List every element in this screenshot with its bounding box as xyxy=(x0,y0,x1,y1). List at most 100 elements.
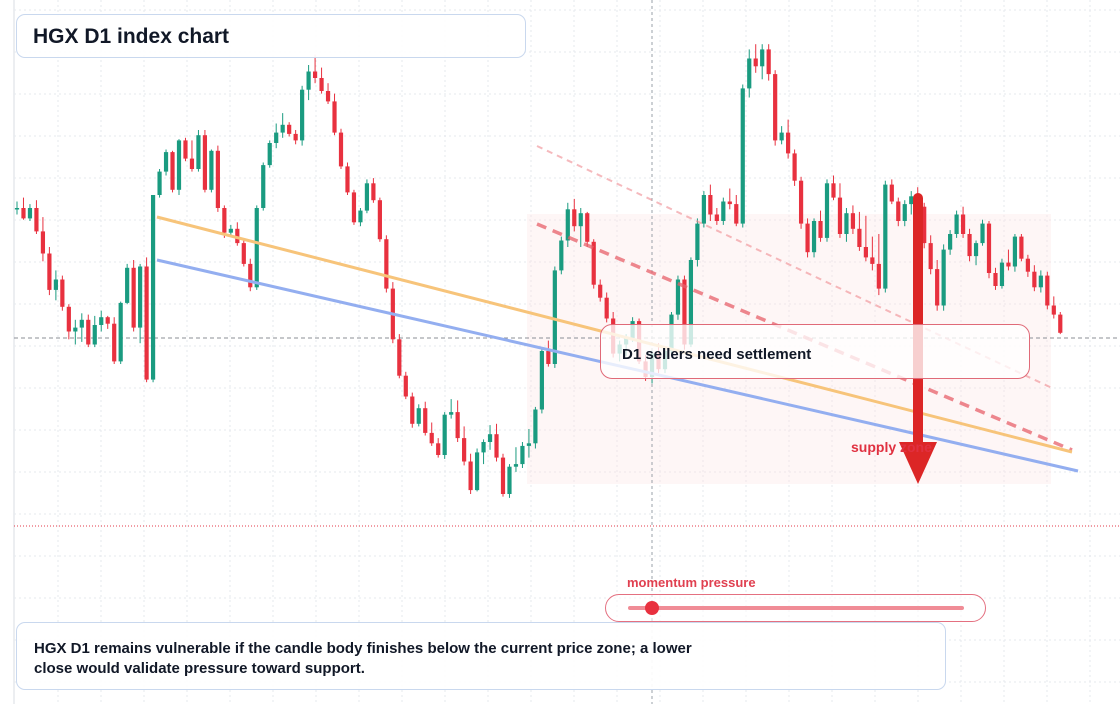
candle-bearish xyxy=(1032,271,1037,288)
candle-bullish xyxy=(526,443,532,446)
candle-bearish xyxy=(410,396,415,424)
candle-bearish xyxy=(714,214,719,221)
candle-bearish xyxy=(1025,258,1030,272)
candle-bearish xyxy=(708,195,713,215)
candle-bullish xyxy=(824,183,830,238)
candle-bullish xyxy=(261,165,266,208)
candle-bearish xyxy=(105,317,110,324)
candle-bearish xyxy=(429,432,434,444)
candle-bullish xyxy=(306,71,311,90)
candle-bearish xyxy=(183,140,188,159)
candle-bearish xyxy=(604,297,609,319)
candle-bearish xyxy=(993,273,998,286)
candle-bearish xyxy=(403,375,408,397)
candle-bearish xyxy=(319,78,324,91)
candle-bullish xyxy=(999,262,1005,286)
candle-bearish xyxy=(682,279,687,345)
candle-bullish xyxy=(507,466,512,494)
candle-bearish xyxy=(986,223,992,273)
candle-bullish xyxy=(675,279,681,315)
candle-bullish xyxy=(883,184,888,289)
candle-bullish xyxy=(760,49,765,67)
footer-text: HGX D1 remains vulnerable if the candle … xyxy=(34,640,692,677)
candle-bearish xyxy=(896,201,901,221)
candle-bullish xyxy=(416,408,421,424)
candle-bearish xyxy=(546,351,551,364)
candle-bearish xyxy=(727,201,732,205)
candle-bullish xyxy=(902,204,907,221)
candle-bearish xyxy=(215,150,220,208)
candle-bearish xyxy=(494,434,499,458)
candle-bullish xyxy=(125,267,130,303)
down-arrow-head-icon xyxy=(899,442,937,484)
candle-bullish xyxy=(578,213,583,227)
candle-bearish xyxy=(345,166,350,193)
candle-bearish xyxy=(60,279,65,307)
candle-bearish xyxy=(384,239,389,289)
candle-bullish xyxy=(99,317,104,325)
candle-bearish xyxy=(585,213,590,242)
candle-bearish xyxy=(397,339,402,376)
candle-bullish xyxy=(701,195,706,224)
candle-bullish xyxy=(364,183,370,211)
candle-bullish xyxy=(254,208,259,288)
candle-bullish xyxy=(228,228,233,233)
candle-bearish xyxy=(786,132,791,154)
candle-bearish xyxy=(773,74,778,141)
chart-title: HGX D1 index chart xyxy=(33,25,230,48)
candle-bullish xyxy=(539,351,544,410)
footer-card: HGX D1 remains vulnerable if the candle … xyxy=(16,622,946,690)
candle-bullish xyxy=(300,89,305,141)
candle-bearish xyxy=(189,158,195,169)
candle-bullish xyxy=(1038,275,1043,288)
candle-bearish xyxy=(967,234,972,257)
candle-bullish xyxy=(449,412,454,415)
supply-zone-label: supply zone xyxy=(851,439,932,455)
candle-bullish xyxy=(118,302,123,362)
candle-bearish xyxy=(870,257,875,264)
candle-bullish xyxy=(163,152,169,172)
candle-bullish xyxy=(740,88,745,224)
candle-bearish xyxy=(831,183,836,198)
candle-bearish xyxy=(857,228,862,247)
candle-bullish xyxy=(176,140,182,190)
candle-bullish xyxy=(487,434,493,442)
candle-bearish xyxy=(922,206,927,244)
candle-bullish xyxy=(565,209,570,241)
candle-bearish xyxy=(805,223,810,253)
candle-bearish xyxy=(889,184,894,202)
candle-bullish xyxy=(980,223,985,244)
candle-bullish xyxy=(138,266,143,328)
candle-bullish xyxy=(948,234,953,250)
candle-bearish xyxy=(935,269,940,306)
candle-bullish xyxy=(1012,236,1018,267)
title-card: HGX D1 index chart xyxy=(16,14,526,58)
candle-bearish xyxy=(1058,314,1063,333)
candle-bearish xyxy=(144,266,149,380)
candle-bearish xyxy=(40,231,46,254)
candle-bearish xyxy=(500,457,506,494)
candle-bullish xyxy=(209,150,214,190)
momentum-gauge[interactable] xyxy=(605,594,986,622)
candle-bearish xyxy=(960,214,966,234)
candle-bullish xyxy=(552,270,557,364)
candle-bearish xyxy=(66,306,71,332)
momentum-knob[interactable] xyxy=(644,601,659,615)
candle-bullish xyxy=(53,279,58,290)
candle-bullish xyxy=(909,196,914,205)
candle-bullish xyxy=(73,327,78,332)
candle-bearish xyxy=(1006,262,1011,267)
candle-bullish xyxy=(688,260,694,345)
candle-bullish xyxy=(474,452,480,491)
candle-bearish xyxy=(112,323,117,362)
candle-bearish xyxy=(338,132,344,167)
candle-bullish xyxy=(157,171,162,195)
candle-bearish xyxy=(928,243,933,270)
candle-bullish xyxy=(844,213,849,234)
candle-bearish xyxy=(47,253,52,290)
candle-bearish xyxy=(798,180,804,224)
candle-bullish xyxy=(513,464,519,467)
candle-bearish xyxy=(591,241,596,285)
candle-bullish xyxy=(27,208,33,219)
candle-bearish xyxy=(21,208,26,219)
